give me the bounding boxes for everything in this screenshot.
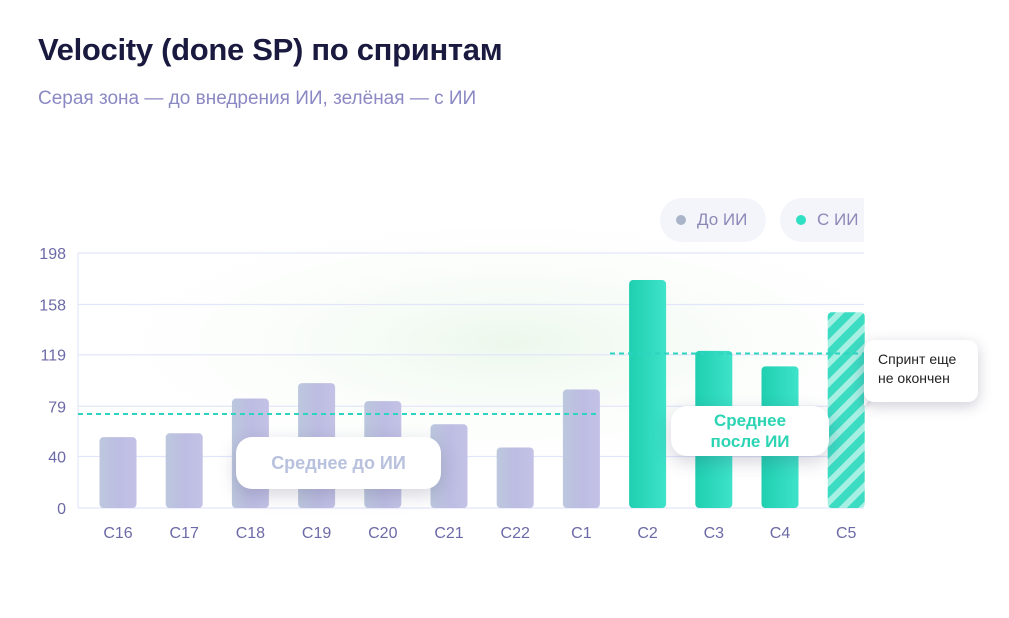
y-tick-label: 198 <box>39 246 66 263</box>
legend-item-after[interactable]: С ИИ <box>780 198 864 242</box>
bar-before-C21 <box>430 424 468 508</box>
note-line1: Спринт еще <box>878 351 957 367</box>
x-tick-label: C5 <box>836 525 857 542</box>
avg-after-label-line2: после ИИ <box>710 432 790 451</box>
sprint-not-finished-note: Спринт еще не окончен <box>864 340 978 402</box>
x-tick-label: C17 <box>170 525 199 542</box>
x-tick-label: C2 <box>637 525 658 542</box>
x-tick-label: C20 <box>368 525 397 542</box>
y-tick-label: 0 <box>57 501 66 518</box>
y-tick-label: 158 <box>39 298 66 315</box>
legend-item-before[interactable]: До ИИ <box>660 198 766 242</box>
bar-before-C17 <box>165 433 203 508</box>
x-tick-label: C19 <box>302 525 331 542</box>
bar-before-C1 <box>562 389 600 508</box>
note-line2: не окончен <box>878 370 950 386</box>
chart-subtitle: Серая зона — до внедрения ИИ, зелёная — … <box>38 88 477 109</box>
bar-after-C5 <box>827 312 865 508</box>
avg-before-callout: Среднее до ИИ <box>236 437 441 489</box>
legend-label-after: С ИИ <box>817 210 859 229</box>
y-tick-label: 79 <box>48 399 66 416</box>
x-tick-label: C22 <box>501 525 530 542</box>
x-tick-label: C18 <box>236 525 265 542</box>
x-tick-label: C21 <box>434 525 463 542</box>
bar-after-C2 <box>629 280 667 508</box>
legend-dot-before-icon <box>676 215 686 225</box>
x-tick-label: C3 <box>704 525 725 542</box>
legend-dot-after-icon <box>796 215 806 225</box>
y-tick-label: 40 <box>48 449 66 466</box>
x-tick-label: C1 <box>571 525 592 542</box>
avg-before-label: Среднее до ИИ <box>271 453 406 473</box>
chart-title: Velocity (done SP) по спринтам <box>38 32 503 67</box>
y-tick-label: 119 <box>40 348 66 365</box>
avg-after-callout: Среднее после ИИ <box>671 406 829 456</box>
legend-label-before: До ИИ <box>697 210 748 229</box>
avg-after-label-line1: Среднее <box>713 411 787 430</box>
x-tick-label: C4 <box>770 525 791 542</box>
bar-before-C16 <box>99 437 137 508</box>
bar-before-C22 <box>496 447 534 508</box>
x-tick-label: C16 <box>103 525 132 542</box>
